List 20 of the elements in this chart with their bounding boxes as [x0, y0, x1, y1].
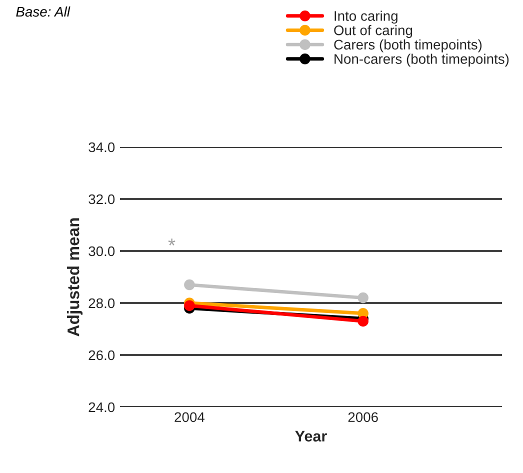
- y-tick-label: 26.0: [88, 350, 115, 360]
- text: Base: All: [16, 6, 70, 17]
- annotation: *: [168, 238, 176, 246]
- legend-label: Non-carers (both timepoints): [334, 54, 509, 67]
- x-tick-label: 2006: [348, 412, 378, 422]
- point: [358, 316, 368, 327]
- legend-label: Out of caring: [334, 25, 412, 38]
- y-tick-label: 30.0: [88, 246, 115, 256]
- x-axis-title: Year: [295, 430, 327, 442]
- y-tick-label: 34.0: [88, 142, 115, 152]
- legend-label: Carers (both timepoints): [334, 39, 482, 52]
- y-axis-title: Adjusted mean: [67, 218, 83, 336]
- x-tick-label: 2004: [174, 412, 204, 422]
- y-tick-label: 32.0: [88, 194, 115, 204]
- y-tick-label: 24.0: [88, 402, 115, 412]
- y-tick-label: 28.0: [88, 298, 115, 308]
- point: [184, 300, 195, 311]
- point: [184, 279, 195, 290]
- legend-label: Into caring: [334, 10, 398, 24]
- point: [358, 292, 368, 304]
